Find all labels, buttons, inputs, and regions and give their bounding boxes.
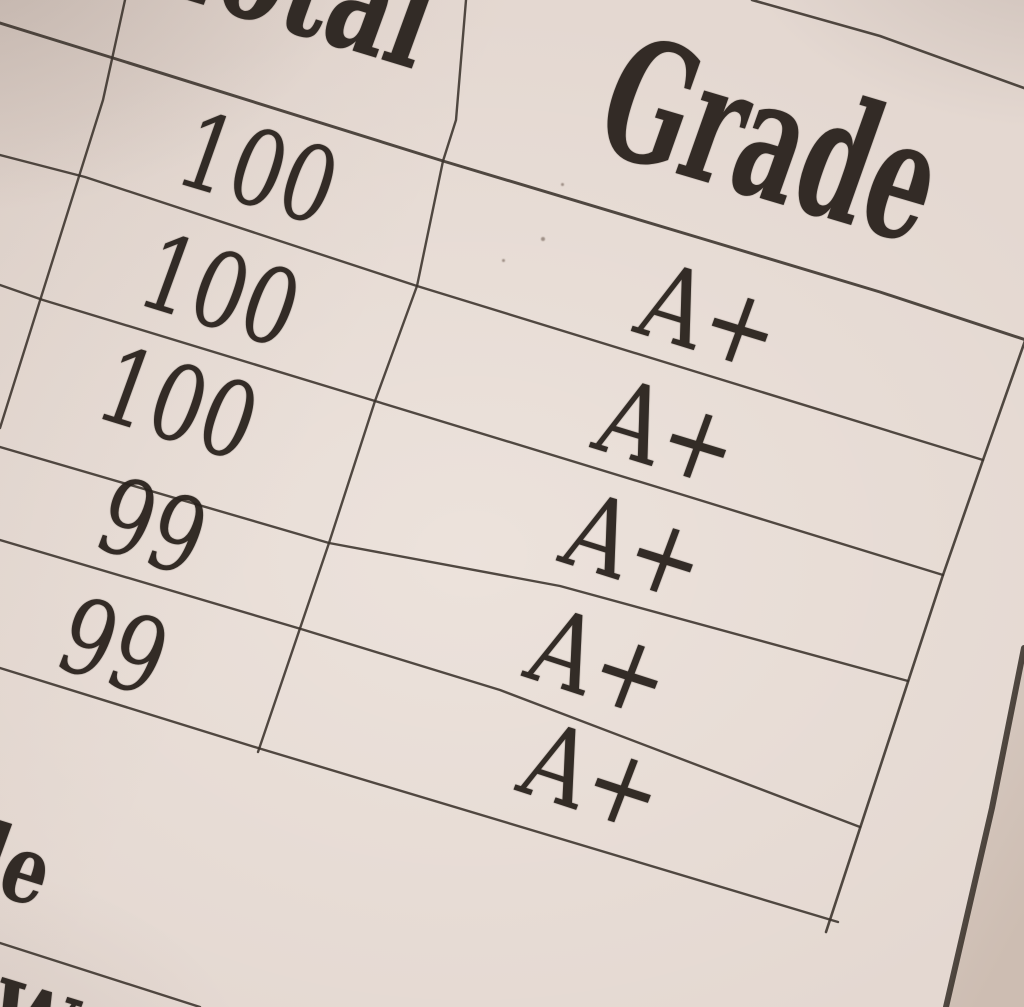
paper-edge-shadow [943,645,1024,1007]
table-top-border-line [750,0,1024,90]
right-table-border-line [824,339,1024,934]
paper-edge-background [946,648,1024,1007]
row-line-4 [0,538,862,829]
dust-speck [561,183,564,186]
dust-speck [502,259,505,262]
lower-section-line [0,941,202,1007]
header-bottom-line [0,21,1024,341]
left-column-border-line [0,0,127,430]
dust-speck [541,237,545,241]
row-line-5-table-bottom [0,666,840,924]
column-separator-line [256,0,468,754]
row-line-3 [0,445,910,683]
